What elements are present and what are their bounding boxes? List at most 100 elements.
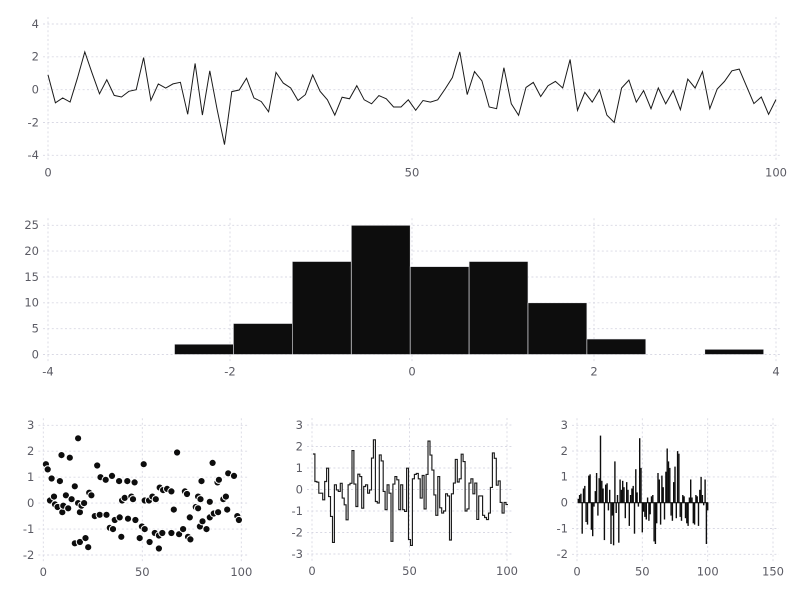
scatter-point bbox=[65, 453, 74, 462]
scatter-point bbox=[43, 465, 52, 474]
y-tick-label: 3 bbox=[27, 418, 34, 432]
y-tick-label: -1 bbox=[557, 521, 568, 535]
scatter-point bbox=[70, 482, 79, 491]
scatter-point bbox=[57, 451, 66, 460]
scatter-point bbox=[87, 491, 96, 500]
scatter-point bbox=[128, 495, 138, 504]
histogram-bar bbox=[291, 261, 352, 355]
histogram-bar bbox=[468, 261, 529, 355]
scatter-point bbox=[229, 471, 239, 480]
scatter-point bbox=[61, 491, 71, 500]
scatter-point bbox=[130, 478, 139, 487]
y-tick-label: 1 bbox=[296, 461, 303, 475]
scatter-point bbox=[115, 513, 124, 522]
scatter-point bbox=[214, 508, 223, 517]
y-tick-label: 2 bbox=[561, 444, 568, 458]
step-gridlines bbox=[307, 418, 513, 561]
histogram-bar bbox=[350, 225, 411, 355]
step-series bbox=[313, 439, 508, 546]
stem-plot: 0 50 100 150 -2 -1 0 1 2 3 bbox=[557, 418, 784, 578]
y-tick-label: -1 bbox=[23, 522, 34, 536]
scatter-point bbox=[182, 489, 192, 499]
y-tick-label: 0 bbox=[561, 496, 568, 510]
scatter-point bbox=[221, 492, 230, 501]
x-tick-label: 100 bbox=[765, 165, 787, 179]
x-tick-label: 100 bbox=[496, 564, 518, 578]
y-tick-label: 2 bbox=[27, 444, 34, 458]
histogram-bar bbox=[174, 343, 234, 355]
y-tick-label: 25 bbox=[24, 218, 39, 232]
y-tick-label: 2 bbox=[296, 439, 303, 453]
y-tick-label: 0 bbox=[32, 83, 39, 97]
scatter-point bbox=[131, 515, 140, 525]
scatter-point bbox=[64, 504, 73, 513]
y-tick-label: 3 bbox=[296, 418, 303, 432]
line-gridlines bbox=[43, 17, 782, 163]
scatter-point bbox=[80, 499, 89, 508]
scatter-point bbox=[139, 460, 148, 469]
scatter-point bbox=[145, 537, 154, 547]
y-tick-label: -2 bbox=[28, 115, 39, 129]
scatter-point bbox=[208, 458, 217, 467]
y-tick-label: -3 bbox=[292, 547, 303, 561]
x-tick-label: 4 bbox=[772, 365, 779, 379]
scatter-point bbox=[75, 537, 85, 547]
scatter-point bbox=[167, 528, 176, 538]
scatter-point bbox=[117, 532, 126, 541]
y-tick-label: 5 bbox=[32, 322, 39, 336]
scatter-point bbox=[197, 477, 206, 486]
x-tick-label: -2 bbox=[224, 365, 235, 379]
scatter-point bbox=[107, 471, 117, 480]
x-tick-label: 50 bbox=[635, 564, 650, 578]
y-tick-label: -2 bbox=[557, 547, 568, 561]
scatter-point bbox=[49, 492, 59, 501]
scatter-point bbox=[151, 495, 160, 504]
x-tick-label: 100 bbox=[230, 565, 252, 579]
scatter-point bbox=[81, 534, 90, 543]
scatter-point bbox=[67, 495, 76, 504]
scatter-point bbox=[101, 475, 110, 484]
scatter-point bbox=[74, 434, 83, 443]
scatter-point bbox=[154, 544, 163, 553]
scatter-point bbox=[186, 535, 195, 544]
scatter-point bbox=[169, 505, 178, 514]
x-tick-label: 50 bbox=[402, 564, 417, 578]
scatter-point bbox=[93, 461, 102, 470]
histogram-bar bbox=[586, 338, 647, 355]
histogram-bar bbox=[527, 302, 588, 355]
scatter-point bbox=[102, 510, 111, 519]
scatter-point bbox=[84, 543, 93, 552]
x-tick-label: 0 bbox=[40, 565, 47, 579]
x-tick-label: -4 bbox=[42, 365, 53, 379]
scatter-point bbox=[123, 477, 132, 486]
x-tick-label: 2 bbox=[590, 365, 597, 379]
scatter-point bbox=[123, 514, 133, 523]
step-plot: 0 50 100 -3 -2 -1 0 1 2 3 bbox=[292, 418, 518, 578]
y-tick-label: 1 bbox=[561, 470, 568, 484]
scatter-point bbox=[198, 517, 207, 526]
scatter-point bbox=[173, 448, 182, 457]
scatter-point bbox=[55, 477, 65, 486]
x-tick-label: 0 bbox=[408, 365, 415, 379]
scatter-point bbox=[115, 477, 124, 486]
scatter-point bbox=[140, 525, 149, 534]
x-tick-label: 100 bbox=[697, 564, 719, 578]
y-tick-label: 10 bbox=[24, 296, 39, 310]
histogram-bar bbox=[704, 348, 764, 355]
y-tick-label: 4 bbox=[32, 17, 39, 31]
x-tick-label: 50 bbox=[135, 565, 150, 579]
y-tick-label: 3 bbox=[561, 418, 568, 432]
y-tick-label: -4 bbox=[28, 148, 39, 162]
y-tick-label: 0 bbox=[32, 347, 39, 361]
scatter-plot: 0 50 100 -2 -1 0 1 2 3 bbox=[23, 418, 252, 579]
x-tick-label: 150 bbox=[762, 564, 784, 578]
y-tick-label: 2 bbox=[32, 50, 39, 64]
y-tick-label: -2 bbox=[23, 548, 34, 562]
scatter-point bbox=[135, 534, 144, 543]
scatter-point bbox=[202, 525, 211, 534]
y-tick-label: 0 bbox=[27, 496, 34, 510]
scatter-point bbox=[120, 493, 129, 502]
scatter-point bbox=[205, 497, 214, 506]
